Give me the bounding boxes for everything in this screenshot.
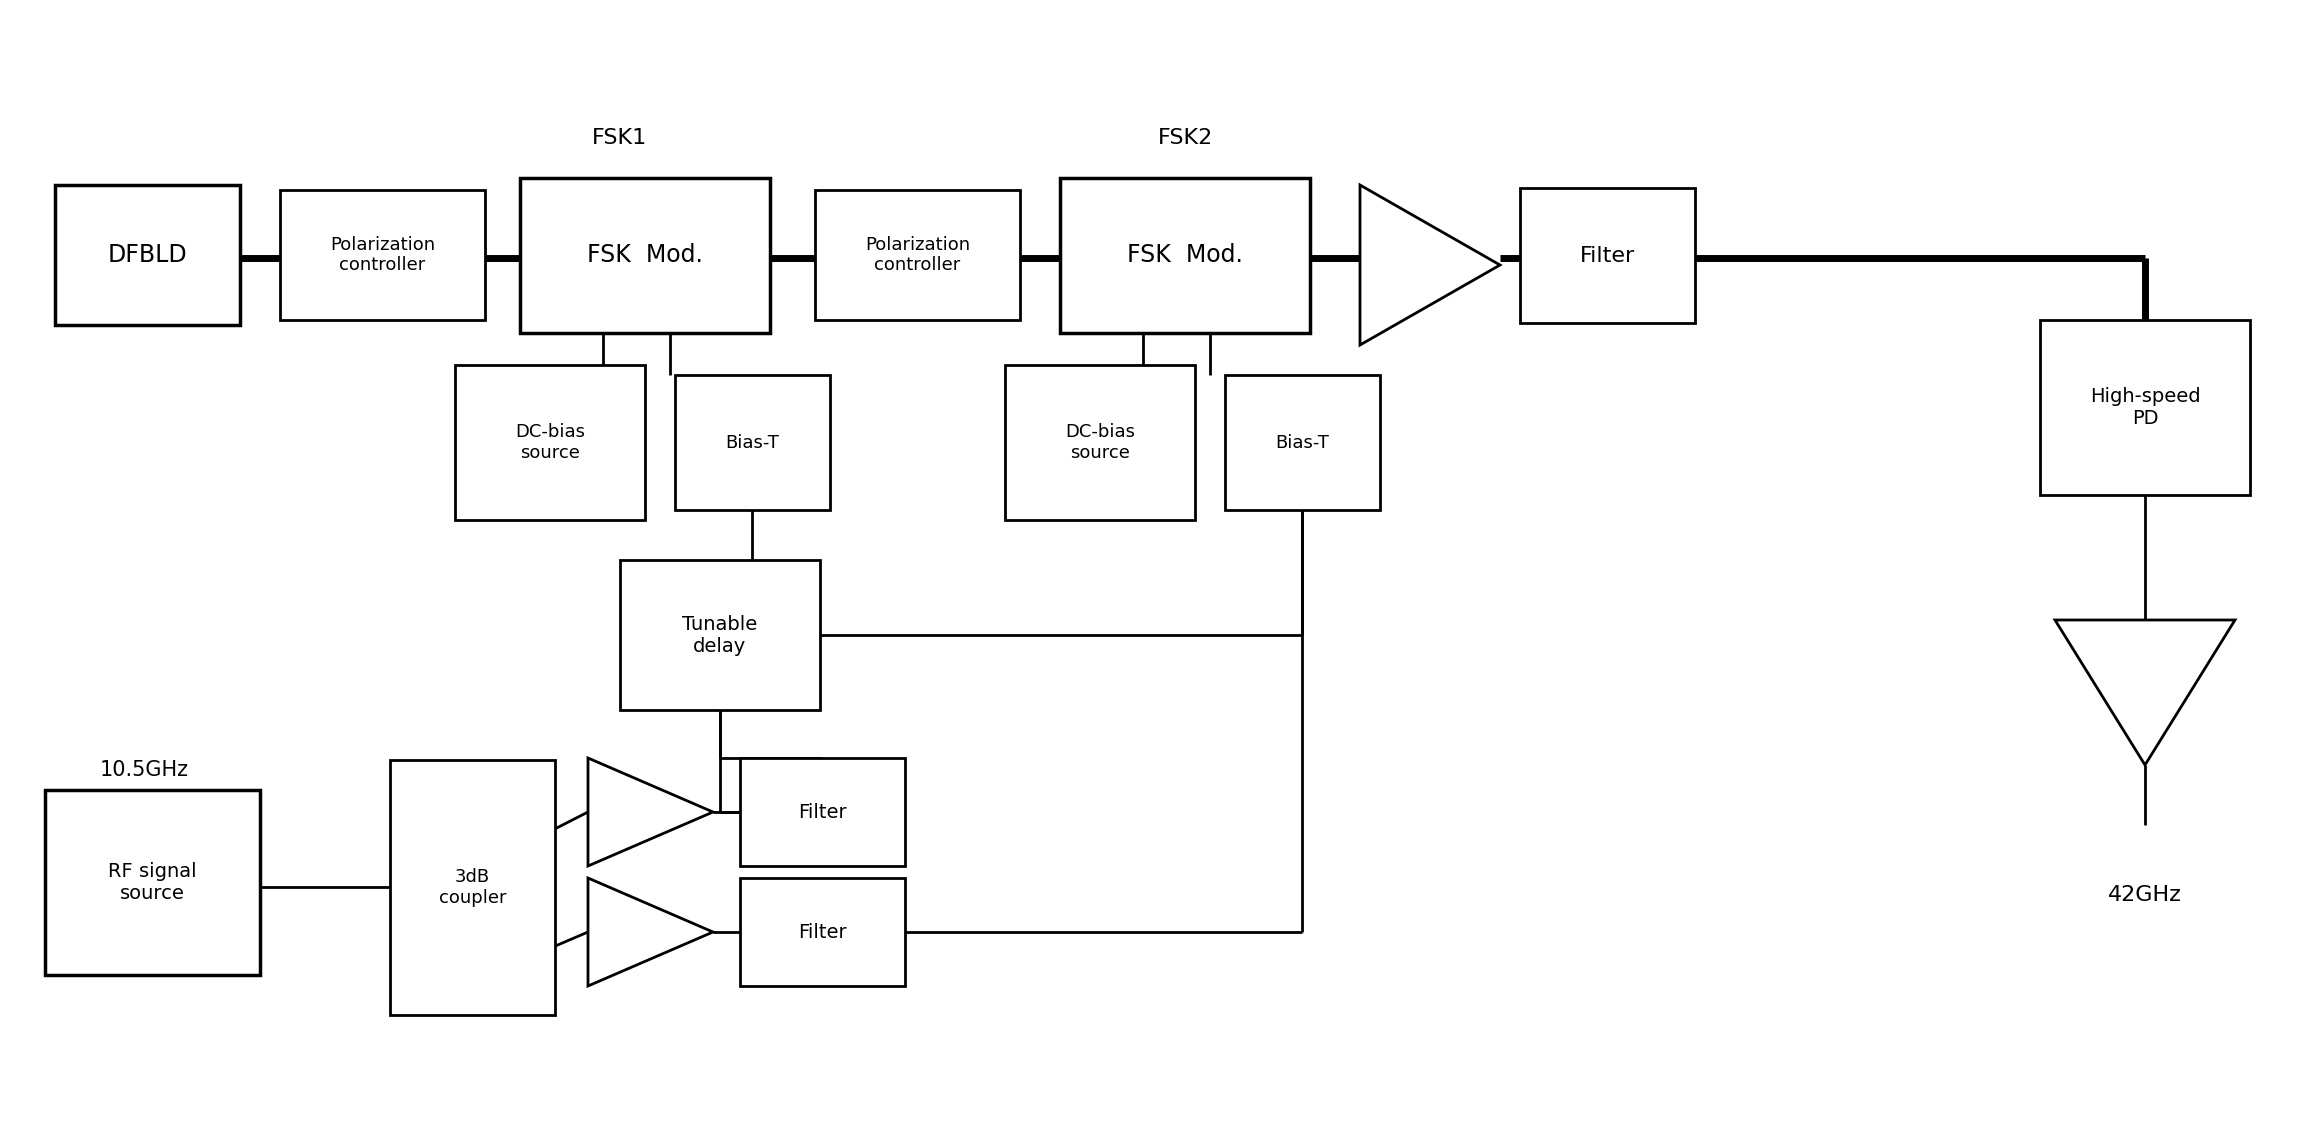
Bar (455, 364, 645, 520)
Bar (619, 560, 819, 710)
Polygon shape (587, 878, 712, 986)
Text: FSK2: FSK2 (1158, 128, 1213, 148)
Bar (56, 184, 239, 325)
Bar (281, 190, 485, 320)
Text: 10.5GHz: 10.5GHz (100, 760, 188, 780)
Bar (814, 190, 1021, 320)
Bar (740, 758, 905, 866)
Text: Filter: Filter (798, 922, 847, 942)
Bar (675, 375, 831, 510)
Bar (520, 178, 770, 333)
Text: FSK  Mod.: FSK Mod. (587, 243, 703, 268)
Polygon shape (1360, 184, 1501, 345)
Text: RF signal
source: RF signal source (109, 862, 197, 903)
Text: FSK  Mod.: FSK Mod. (1128, 243, 1244, 268)
Text: Polarization
controller: Polarization controller (329, 235, 436, 274)
Text: 3dB
coupler: 3dB coupler (438, 868, 506, 907)
Text: Polarization
controller: Polarization controller (865, 235, 970, 274)
Bar (1225, 375, 1380, 510)
Text: Filter: Filter (1580, 245, 1636, 266)
Text: Tunable
delay: Tunable delay (682, 614, 759, 656)
Text: Bias-T: Bias-T (1276, 433, 1329, 451)
Text: FSK1: FSK1 (592, 128, 647, 148)
Text: High-speed
PD: High-speed PD (2090, 387, 2199, 428)
Bar (1005, 364, 1195, 520)
Bar (740, 878, 905, 986)
Bar (2039, 319, 2250, 495)
Text: DC-bias
source: DC-bias source (1065, 423, 1134, 462)
Text: Bias-T: Bias-T (726, 433, 780, 451)
Bar (44, 790, 260, 975)
Polygon shape (2056, 620, 2234, 765)
Text: DFBLD: DFBLD (107, 243, 188, 267)
Bar (390, 760, 554, 1015)
Bar (1060, 178, 1311, 333)
Bar (1520, 188, 1696, 323)
Polygon shape (587, 758, 712, 866)
Text: 42GHz: 42GHz (2109, 885, 2181, 904)
Text: Filter: Filter (798, 802, 847, 821)
Text: DC-bias
source: DC-bias source (515, 423, 585, 462)
